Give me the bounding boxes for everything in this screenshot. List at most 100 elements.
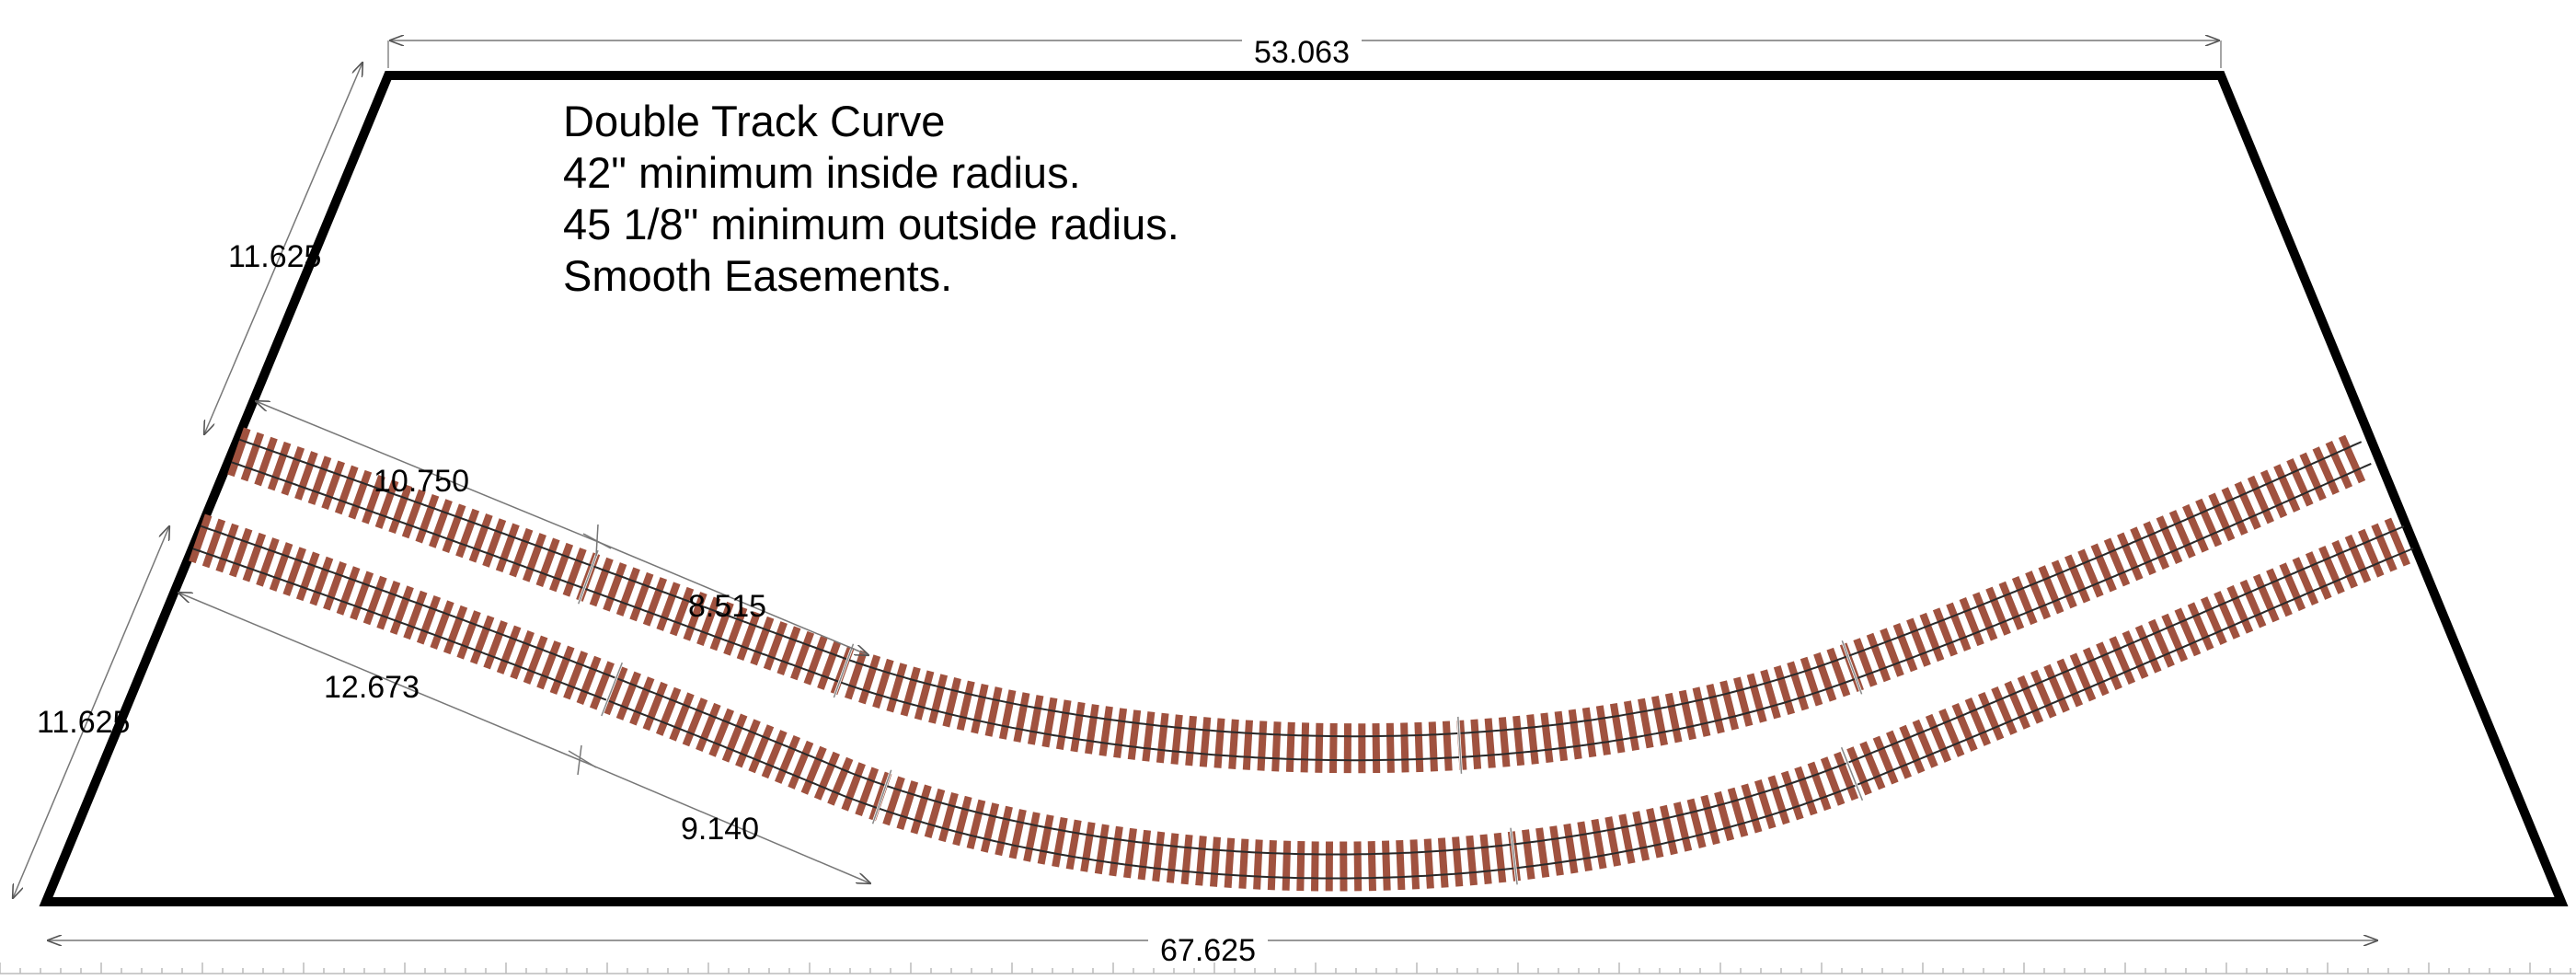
tie	[1213, 718, 1225, 768]
tie	[1646, 808, 1664, 859]
tie	[2103, 537, 2131, 587]
tie	[1686, 798, 1707, 848]
bottom-ruler	[0, 963, 2576, 974]
tie	[2208, 492, 2236, 542]
tie	[240, 432, 265, 482]
tie	[510, 629, 535, 680]
tie	[1951, 702, 1978, 752]
tie	[2266, 568, 2293, 617]
tie	[2082, 647, 2110, 697]
tie	[896, 780, 919, 830]
tie	[1912, 719, 1938, 768]
tie	[1892, 622, 1918, 673]
tie	[803, 636, 828, 686]
tie	[2239, 579, 2267, 628]
dimension-outer-easement: 9.140	[579, 759, 870, 883]
tie	[2187, 602, 2214, 651]
tie	[735, 719, 761, 768]
tie	[1166, 833, 1179, 883]
tie	[483, 620, 508, 670]
tie	[1109, 825, 1123, 877]
tie	[294, 451, 318, 501]
tie	[389, 585, 414, 635]
section-joint	[601, 662, 623, 717]
dimension-inner-easement: 8.515	[595, 540, 868, 655]
tie	[1932, 607, 1958, 657]
tie	[2214, 591, 2240, 640]
tie	[215, 523, 239, 573]
tie	[1137, 829, 1152, 881]
tie	[1773, 665, 1796, 716]
section-joint	[1841, 640, 1863, 695]
tie	[696, 702, 721, 752]
tie	[1780, 770, 1804, 821]
note-title: Double Track Curve	[563, 97, 946, 145]
tie	[2174, 607, 2202, 657]
tie	[872, 658, 894, 709]
tie	[242, 532, 267, 582]
tie	[763, 621, 788, 671]
tie	[642, 681, 668, 732]
tie	[1714, 790, 1735, 842]
tie	[629, 571, 654, 622]
tie	[1540, 712, 1554, 764]
tie	[995, 805, 1013, 857]
tie	[886, 663, 908, 713]
tie	[1296, 841, 1305, 892]
tie	[1367, 841, 1376, 892]
tie	[1568, 709, 1582, 760]
tie	[813, 751, 840, 801]
tie	[761, 730, 788, 779]
tie	[535, 537, 560, 587]
tie	[1880, 628, 1904, 677]
tie	[229, 527, 253, 578]
rail	[200, 525, 2405, 856]
tie	[1238, 838, 1249, 889]
tie	[415, 493, 440, 544]
tie	[984, 686, 1003, 737]
tie	[1522, 829, 1535, 880]
tie	[750, 616, 775, 666]
tie	[1452, 836, 1464, 887]
tie	[1741, 783, 1763, 834]
tie	[966, 799, 986, 850]
tie	[1859, 741, 1886, 790]
tie	[430, 600, 454, 650]
tie	[736, 611, 761, 661]
tie	[868, 771, 892, 822]
tie	[629, 676, 655, 726]
tie	[2134, 625, 2162, 674]
tie	[1834, 751, 1859, 801]
tie	[1257, 721, 1268, 771]
tie	[858, 654, 881, 705]
tie	[2331, 539, 2358, 589]
section-joint	[1840, 746, 1864, 801]
tie	[562, 548, 587, 597]
tie	[1156, 712, 1169, 764]
tie	[549, 645, 575, 695]
tie	[615, 567, 640, 617]
tie	[321, 460, 345, 511]
note-easements: Smooth Easements.	[563, 251, 953, 300]
tie	[845, 650, 868, 700]
tie	[1315, 722, 1324, 773]
tie	[1925, 713, 1951, 763]
tie	[615, 671, 641, 721]
tie	[388, 484, 413, 535]
tie	[589, 557, 614, 607]
tie	[2221, 487, 2248, 536]
tie	[2234, 481, 2261, 530]
tie	[910, 784, 932, 835]
tie	[1285, 721, 1295, 773]
tie	[1142, 711, 1156, 762]
tie	[1512, 715, 1525, 767]
tie	[1886, 730, 1912, 779]
tie	[1456, 720, 1467, 770]
tie	[1727, 787, 1749, 837]
note-inside-radius: 42" minimum inside radius.	[563, 148, 1081, 197]
tie	[576, 655, 602, 706]
tie	[2077, 548, 2104, 598]
tie	[2109, 636, 2136, 685]
tie	[1692, 686, 1711, 737]
tie	[1267, 840, 1277, 891]
